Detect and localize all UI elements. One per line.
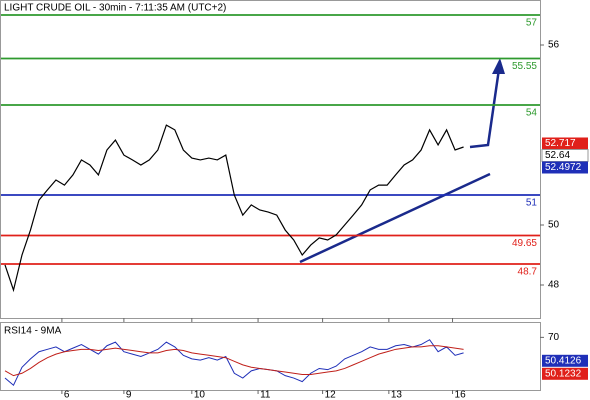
- rsi-title: RSI14 - 9MA: [4, 326, 62, 337]
- rsi-tag: [542, 354, 588, 367]
- x-tick-label: 9: [126, 390, 132, 400]
- x-tick-label: 12: [325, 390, 337, 400]
- level-label: 49.65: [512, 238, 537, 249]
- level-label: 54: [526, 108, 538, 119]
- arrow-head: [492, 58, 505, 74]
- price-panel: [0, 0, 541, 319]
- level-label: 51: [526, 198, 538, 209]
- rsi-tag-label: 50.4126: [545, 355, 582, 366]
- x-tick-label: 16: [455, 390, 467, 400]
- forecast-arrow: [469, 61, 502, 149]
- price-tag: [542, 137, 588, 150]
- x-tick-label: 6: [64, 390, 70, 400]
- level-label: 57: [526, 18, 538, 29]
- rsi-line: [4, 345, 464, 377]
- rsi-tick-label: 70: [548, 332, 560, 343]
- rsi-tag: [542, 367, 588, 380]
- price-tag-label: 52.4972: [545, 162, 582, 173]
- y-tick-label: 50: [548, 220, 560, 231]
- x-tick-label: 11: [260, 390, 271, 400]
- rsi-tag-label: 50.1232: [545, 368, 582, 379]
- price-tag-label: 52.717: [545, 138, 576, 149]
- rsi-panel: [0, 322, 541, 391]
- chart-title: LIGHT CRUDE OIL - 30min - 7:11:35 AM (UT…: [4, 3, 226, 14]
- level-label: 48.7: [518, 267, 538, 278]
- y-tick-label: 48: [548, 280, 560, 291]
- rsi-line: [4, 339, 464, 387]
- price-tag-label: 52.64: [545, 150, 570, 161]
- x-tick-label: 13: [391, 390, 403, 400]
- y-tick-label: 56: [548, 40, 560, 51]
- trend-line: [299, 172, 491, 264]
- price-tag: [542, 161, 588, 174]
- level-label: 55.55: [512, 61, 537, 72]
- x-tick-label: 10: [194, 390, 206, 400]
- price-line: [4, 124, 464, 293]
